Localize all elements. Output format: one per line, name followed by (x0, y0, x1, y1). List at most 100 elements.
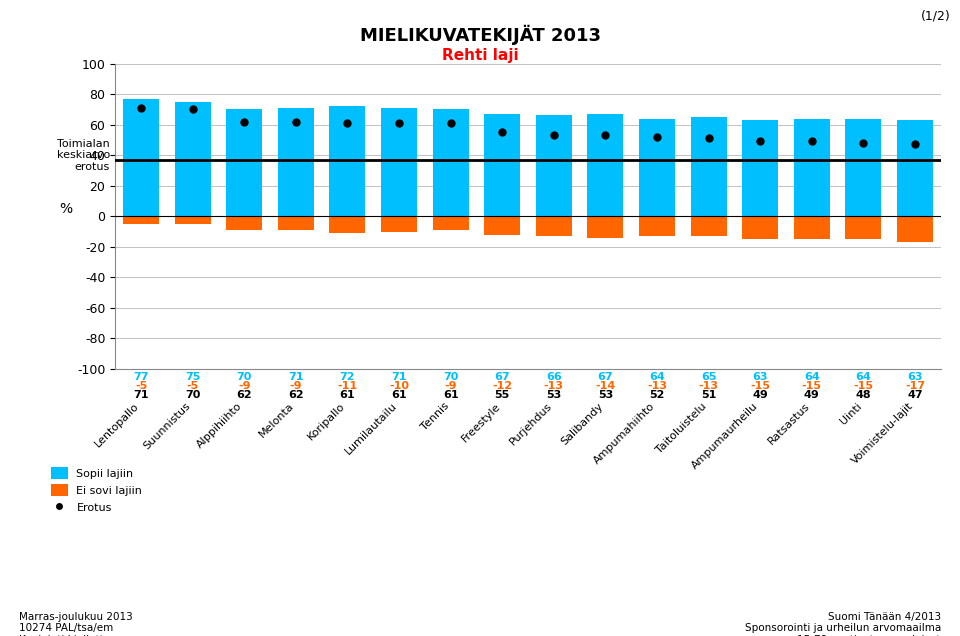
Bar (690, 117, 727, 216)
Bar (639, 118, 675, 216)
Text: 71: 71 (288, 372, 303, 382)
Text: 71: 71 (392, 372, 407, 382)
Point (753, 136, 768, 146)
Text: 71: 71 (133, 391, 149, 400)
Text: Lentopallo: Lentopallo (93, 401, 141, 449)
Bar (227, 216, 262, 230)
Bar (277, 108, 314, 216)
Text: -15: -15 (802, 381, 822, 391)
Text: 75: 75 (185, 372, 201, 382)
Text: Alppihiihto: Alppihiihto (195, 401, 244, 450)
Text: 49: 49 (804, 391, 820, 400)
Text: Uinti: Uinti (838, 401, 863, 426)
Text: -10: -10 (389, 381, 409, 391)
Text: Melonta: Melonta (257, 401, 296, 439)
Text: 61: 61 (391, 391, 407, 400)
Point (443, 118, 458, 128)
Bar (536, 116, 572, 216)
Text: 64: 64 (855, 372, 872, 382)
Text: 52: 52 (649, 391, 664, 400)
Text: 70: 70 (443, 372, 458, 382)
Text: 61: 61 (340, 391, 355, 400)
Text: 77: 77 (133, 372, 149, 382)
Point (133, 103, 149, 113)
Text: 62: 62 (288, 391, 303, 400)
Text: -13: -13 (647, 381, 667, 391)
Text: MIELIKUVATEKIJÄT 2013: MIELIKUVATEKIJÄT 2013 (359, 25, 601, 45)
Point (804, 136, 820, 146)
Point (701, 134, 716, 144)
Text: Kopiointi kielletty: Kopiointi kielletty (19, 635, 110, 636)
Text: Suomi Tänään 4/2013: Suomi Tänään 4/2013 (828, 612, 941, 622)
Text: Ratsastus: Ratsastus (766, 401, 812, 446)
Text: Ampumaurheilu: Ampumaurheilu (690, 401, 760, 471)
Text: 72: 72 (340, 372, 355, 382)
Bar (175, 216, 210, 224)
Text: 67: 67 (494, 372, 510, 382)
Text: Toimialan
keskiarvo
erotus: Toimialan keskiarvo erotus (57, 139, 110, 172)
Bar (846, 118, 881, 216)
Text: -14: -14 (595, 381, 615, 391)
Point (598, 130, 613, 141)
Point (340, 118, 355, 128)
Point (907, 139, 923, 149)
Bar (329, 106, 366, 216)
Text: 55: 55 (494, 391, 510, 400)
Bar (433, 216, 468, 230)
Point (855, 138, 871, 148)
Bar (588, 114, 623, 216)
Text: Koripallo: Koripallo (306, 401, 348, 442)
Text: 63: 63 (753, 372, 768, 382)
Text: -13: -13 (699, 381, 719, 391)
Text: -13: -13 (543, 381, 564, 391)
Text: -9: -9 (238, 381, 251, 391)
Bar (277, 216, 314, 230)
Text: Taitoluistelu: Taitoluistelu (655, 401, 708, 455)
Point (288, 116, 303, 127)
Point (185, 104, 201, 114)
Text: -9: -9 (290, 381, 302, 391)
Text: Salibandy: Salibandy (560, 401, 606, 447)
Bar (433, 109, 468, 216)
Text: Ampumahiihto: Ampumahiihto (592, 401, 657, 466)
Text: -5: -5 (134, 381, 147, 391)
Bar (536, 216, 572, 236)
Text: -17: -17 (905, 381, 925, 391)
Text: Voimistelu-lajit: Voimistelu-lajit (850, 401, 915, 466)
Text: -9: -9 (444, 381, 457, 391)
Legend: Sopii lajiin, Ei sovi lajiin, Erotus: Sopii lajiin, Ei sovi lajiin, Erotus (46, 463, 147, 517)
Bar (227, 109, 262, 216)
Text: -15: -15 (853, 381, 874, 391)
Text: 62: 62 (236, 391, 252, 400)
Bar (123, 99, 159, 216)
Text: -12: -12 (492, 381, 513, 391)
Bar (897, 216, 933, 242)
Text: -5: -5 (186, 381, 199, 391)
Text: 70: 70 (185, 391, 201, 400)
Text: 47: 47 (907, 391, 923, 400)
Bar (381, 216, 417, 232)
Text: 53: 53 (598, 391, 613, 400)
Bar (175, 102, 210, 216)
Text: Lumilautailu: Lumilautailu (344, 401, 399, 457)
Text: 67: 67 (597, 372, 613, 382)
Text: 66: 66 (546, 372, 562, 382)
Bar (484, 114, 520, 216)
Text: 64: 64 (804, 372, 820, 382)
Text: 64: 64 (649, 372, 665, 382)
Bar (329, 216, 366, 233)
Text: Rehti laji: Rehti laji (442, 48, 518, 64)
Text: 15-79-vuotiaat suomalaiset: 15-79-vuotiaat suomalaiset (798, 635, 941, 636)
Text: Marras-joulukuu 2013: Marras-joulukuu 2013 (19, 612, 132, 622)
Text: 51: 51 (701, 391, 716, 400)
Point (392, 118, 407, 128)
Text: 49: 49 (753, 391, 768, 400)
Bar (123, 216, 159, 224)
Text: 10274 PAL/tsa/em: 10274 PAL/tsa/em (19, 623, 113, 633)
Text: Purjehdus: Purjehdus (508, 401, 554, 447)
Text: Suunnistus: Suunnistus (142, 401, 193, 452)
Point (236, 116, 252, 127)
Bar (897, 120, 933, 216)
Bar (690, 216, 727, 236)
Text: -15: -15 (750, 381, 770, 391)
